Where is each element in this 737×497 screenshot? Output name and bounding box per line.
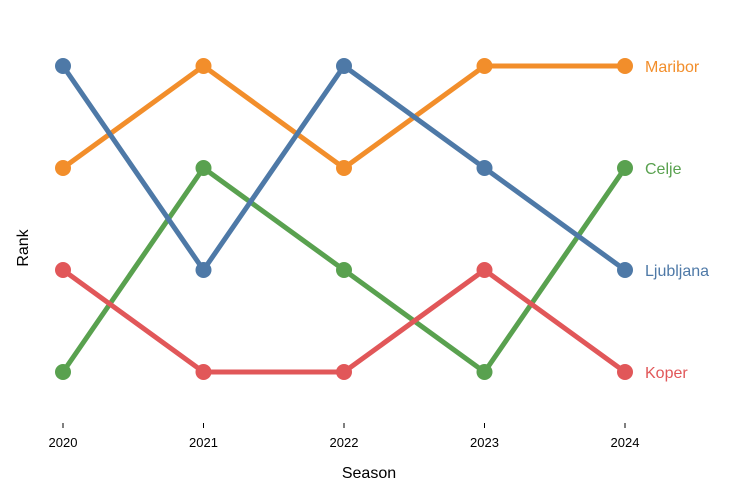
- x-tick-label: 2024: [611, 435, 640, 450]
- data-point-koper: [336, 364, 352, 380]
- data-point-ljubljana: [336, 58, 352, 74]
- data-point-koper: [476, 262, 493, 278]
- data-point-celje: [55, 364, 71, 380]
- y-axis-title: Rank: [15, 228, 32, 266]
- data-point-ljubljana: [617, 262, 633, 278]
- data-point-celje: [476, 364, 493, 380]
- x-axis: 2020 2021 2022 2023 2024: [49, 423, 640, 450]
- data-point-maribor: [55, 160, 71, 176]
- data-point-koper: [55, 262, 71, 278]
- series-line-maribor: [60, 63, 628, 171]
- data-point-maribor: [195, 58, 212, 74]
- data-point-koper: [195, 364, 212, 380]
- data-point-ljubljana: [195, 262, 212, 278]
- data-point-celje: [195, 160, 212, 176]
- series-label-celje: Celje: [645, 161, 682, 178]
- data-point-ljubljana: [55, 58, 71, 74]
- x-tick-label: 2023: [470, 435, 499, 450]
- series-label-ljubljana: Ljubljana: [645, 263, 709, 280]
- series-line-koper: [60, 267, 628, 375]
- data-point-koper: [617, 364, 633, 380]
- x-tick-label: 2022: [330, 435, 359, 450]
- data-point-maribor: [617, 58, 633, 74]
- series-ljubljana: Ljubljana: [55, 58, 709, 280]
- data-point-maribor: [476, 58, 493, 74]
- x-tick-label: 2021: [189, 435, 218, 450]
- x-axis-title: Season: [342, 465, 396, 482]
- x-tick-label: 2020: [49, 435, 78, 450]
- series-label-koper: Koper: [645, 365, 688, 382]
- series-maribor: Maribor: [55, 58, 700, 176]
- data-point-celje: [617, 160, 633, 176]
- data-point-ljubljana: [476, 160, 493, 176]
- data-point-maribor: [336, 160, 352, 176]
- plot-area: Maribor Celje Ljubljana Koper: [55, 58, 709, 382]
- series-label-maribor: Maribor: [645, 59, 700, 76]
- series-koper: Koper: [55, 262, 688, 382]
- data-point-celje: [336, 262, 352, 278]
